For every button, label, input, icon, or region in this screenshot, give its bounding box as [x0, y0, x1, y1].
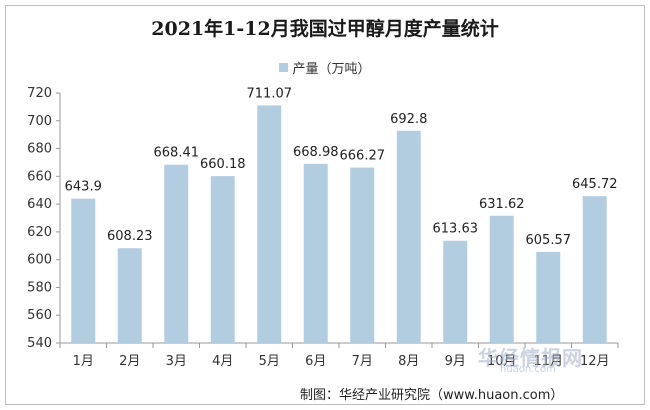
bar — [117, 248, 142, 343]
bar — [536, 251, 561, 343]
chart-legend: 产量（万吨） — [0, 58, 650, 77]
y-tick-label: 720 — [27, 86, 52, 101]
watermark-url: huaon.com — [500, 364, 556, 375]
bar-data-label: 613.63 — [433, 222, 479, 237]
bar — [210, 176, 235, 343]
bar-data-label: 608.23 — [107, 229, 153, 244]
bar — [443, 240, 468, 343]
y-tick-label: 660 — [27, 169, 52, 184]
y-tick-label: 680 — [27, 142, 52, 157]
x-tick-label: 10月 — [487, 354, 517, 369]
bar-data-label: 711.07 — [247, 86, 293, 101]
x-tick-label: 3月 — [166, 354, 187, 369]
bar-data-label: 631.62 — [479, 197, 525, 212]
bar-data-label: 660.18 — [200, 157, 246, 172]
bar-data-label: 668.98 — [293, 145, 339, 160]
y-tick-label: 560 — [27, 308, 52, 323]
chart-title: 2021年1-12月我国过甲醇月度产量统计 — [151, 18, 499, 40]
y-tick-label: 640 — [27, 197, 52, 212]
y-tick-label: 580 — [27, 280, 52, 295]
bar — [303, 163, 328, 343]
y-tick-label: 620 — [27, 225, 52, 240]
bar-data-label: 668.41 — [154, 146, 200, 161]
x-tick-label: 2月 — [119, 354, 140, 369]
bar-data-label: 692.8 — [390, 112, 427, 127]
bar-data-label: 666.27 — [340, 149, 386, 164]
x-tick-label: 1月 — [73, 354, 94, 369]
chart-credit: 制图：华经产业研究院（www.huaon.com） — [300, 388, 564, 403]
y-tick-label: 700 — [27, 114, 52, 129]
x-tick-label: 4月 — [212, 354, 233, 369]
x-tick-label: 5月 — [259, 354, 280, 369]
bar — [396, 130, 421, 343]
x-tick-label: 7月 — [352, 354, 373, 369]
bar-data-label: 643.9 — [65, 180, 102, 195]
watermark-logo: 华经情报网 — [478, 346, 583, 370]
y-tick-label: 600 — [27, 253, 52, 268]
x-tick-label: 6月 — [305, 354, 326, 369]
x-tick-label: 12月 — [580, 354, 610, 369]
bar — [489, 215, 514, 343]
bar — [582, 196, 607, 343]
legend-label: 产量（万吨） — [292, 62, 371, 77]
x-tick-label: 9月 — [445, 354, 466, 369]
bar — [164, 164, 189, 343]
legend-swatch — [279, 63, 289, 72]
x-tick-label: 11月 — [533, 354, 563, 369]
x-tick-label: 8月 — [398, 354, 419, 369]
y-tick-label: 540 — [27, 336, 52, 351]
bar-data-label: 645.72 — [572, 177, 618, 192]
bar — [257, 105, 282, 344]
bar-data-label: 605.57 — [526, 233, 572, 248]
bar — [71, 198, 96, 343]
bar — [350, 167, 375, 343]
